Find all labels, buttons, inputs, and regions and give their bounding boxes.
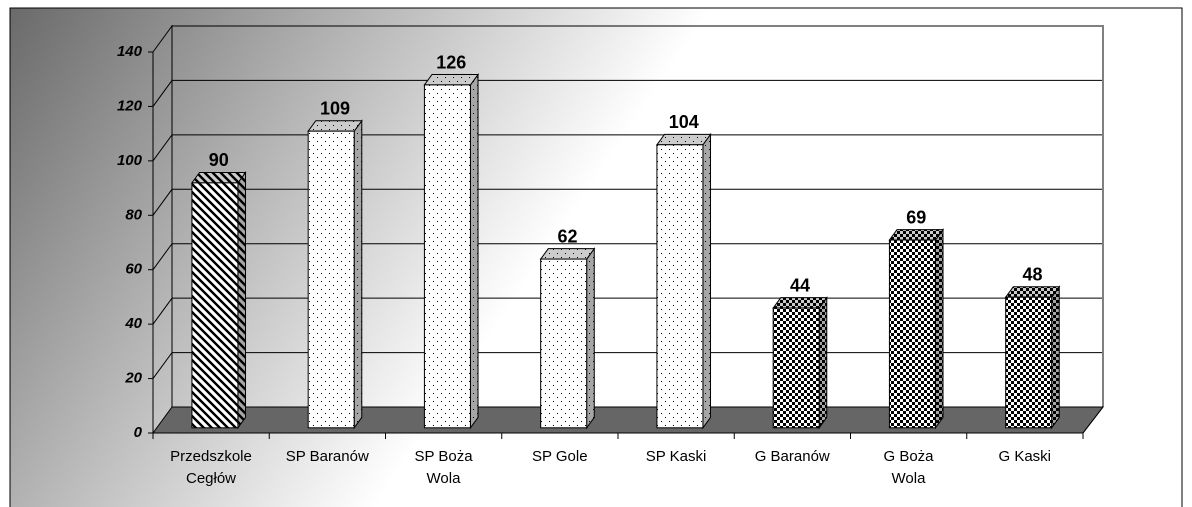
bar	[307, 130, 355, 429]
x-tick-label: SP Kaski	[645, 448, 707, 465]
bar-side-shade	[819, 297, 827, 428]
bar	[1005, 296, 1053, 429]
bar-side-shade	[935, 229, 944, 428]
x-tick-label: G Boża Wola	[883, 448, 934, 487]
bar-side-shade	[702, 134, 711, 428]
bar	[540, 258, 588, 429]
y-tick-label: 0	[134, 424, 143, 441]
bar-top-shade	[191, 172, 246, 183]
floor	[152, 406, 1105, 434]
bar-top-shade	[1005, 286, 1060, 298]
bar-side-shade	[354, 120, 362, 428]
y-tick-label: 60	[125, 261, 142, 278]
value-label: 44	[790, 275, 810, 295]
y-tick-label: 100	[117, 152, 143, 169]
grid-line	[152, 25, 1102, 53]
y-tick-label: 20	[124, 370, 142, 387]
x-tick-label: SP Gole	[531, 448, 588, 465]
value-label: 69	[906, 207, 926, 227]
bar-side-shade	[237, 172, 246, 428]
bar	[423, 84, 471, 429]
y-tick-label: 80	[125, 206, 142, 223]
grid-line	[152, 188, 1102, 216]
x-tick-label: G Kaski	[998, 448, 1051, 465]
x-tick-label: G Baranów	[754, 448, 830, 465]
y-tick-label: 120	[117, 97, 143, 114]
bar-top-shade	[540, 248, 595, 260]
value-label: 109	[320, 99, 350, 119]
bar-top-shade	[773, 297, 827, 309]
bar	[772, 307, 820, 429]
x-tick-label: SP Boża Wola	[414, 448, 473, 487]
bar-top-shade	[889, 229, 944, 241]
x-tick-label: SP Baranów	[285, 448, 369, 465]
bar	[656, 144, 704, 429]
bar-top-shade	[308, 120, 362, 132]
grid-line	[152, 134, 1102, 162]
bar-side-shade	[470, 74, 479, 428]
bar-top-shade	[656, 134, 711, 145]
x-tick-label: Przedszkole Cegłów	[170, 448, 252, 487]
grid-line	[152, 79, 1102, 107]
y-tick-label: 40	[124, 315, 142, 332]
bar-top-shade	[424, 74, 479, 85]
floor-edge	[1082, 406, 1104, 434]
bar-side-shade	[586, 248, 595, 428]
bar-side-shade	[1051, 286, 1060, 428]
bar	[191, 182, 239, 429]
value-label: 90	[209, 150, 229, 170]
value-label: 126	[436, 52, 466, 72]
value-label: 62	[557, 226, 577, 246]
value-label: 48	[1022, 265, 1042, 285]
grid-line	[152, 243, 1102, 271]
value-label: 104	[669, 112, 699, 132]
y-tick-label: 140	[117, 43, 143, 60]
bar	[888, 239, 936, 429]
